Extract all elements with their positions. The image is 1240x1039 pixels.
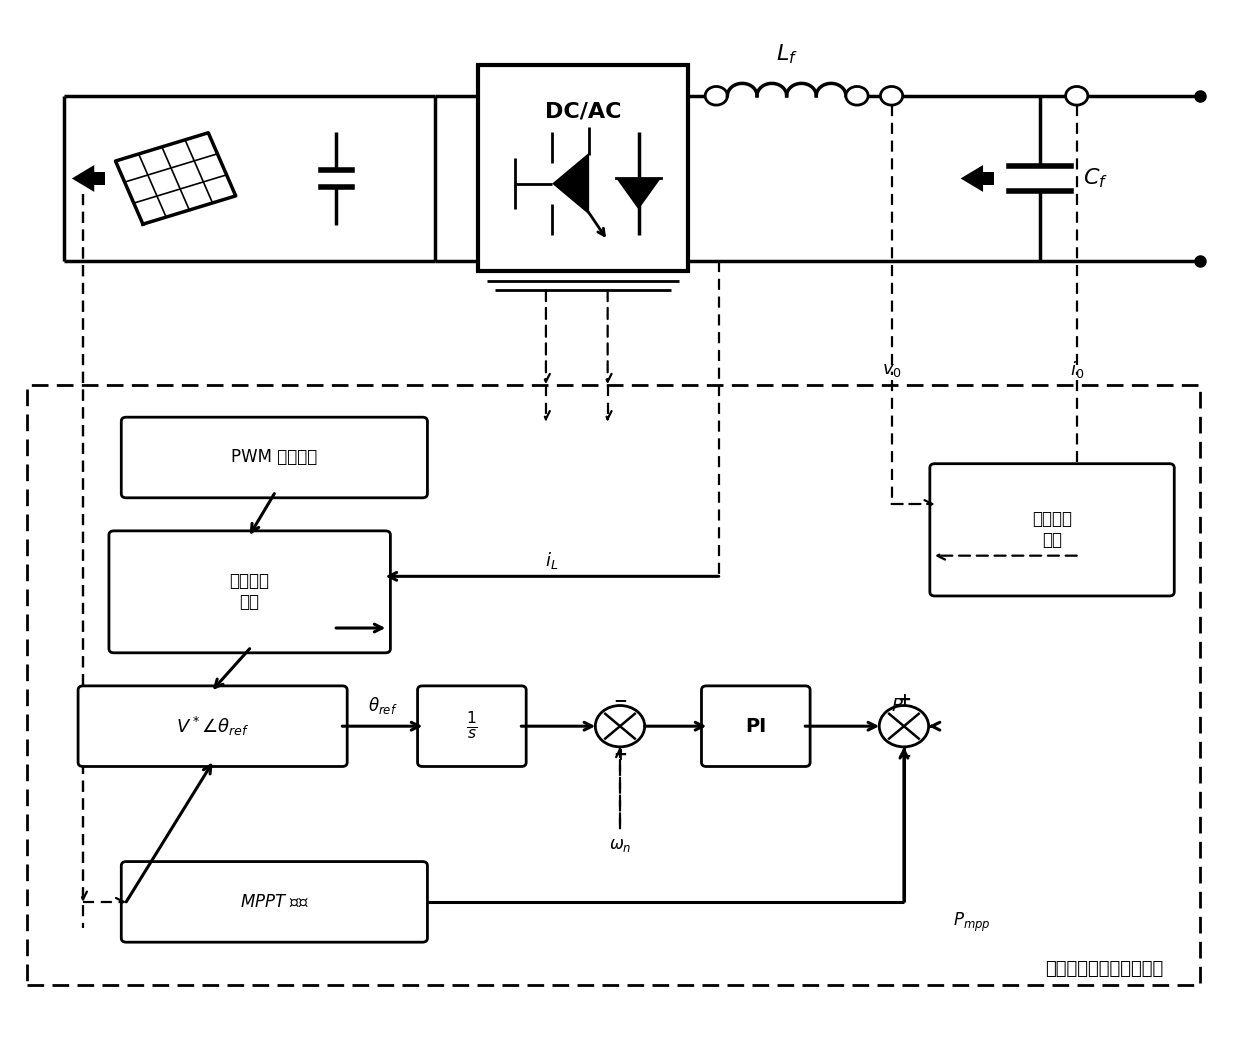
Bar <box>479 64 688 271</box>
Text: PI: PI <box>745 717 766 736</box>
Polygon shape <box>961 165 983 192</box>
Circle shape <box>595 705 645 747</box>
Polygon shape <box>983 171 994 185</box>
FancyBboxPatch shape <box>702 686 810 767</box>
Polygon shape <box>94 171 105 185</box>
Circle shape <box>880 86 903 105</box>
FancyBboxPatch shape <box>109 531 391 652</box>
Text: $P$: $P$ <box>892 696 904 715</box>
Circle shape <box>1065 86 1087 105</box>
Circle shape <box>846 86 868 105</box>
Circle shape <box>706 86 728 105</box>
FancyBboxPatch shape <box>418 686 526 767</box>
Text: +: + <box>613 746 627 764</box>
Text: −: − <box>613 691 627 710</box>
Text: $i_0$: $i_0$ <box>1070 359 1084 380</box>
Text: $i_L$: $i_L$ <box>546 551 559 571</box>
Text: 光伏模块分散式控制系统: 光伏模块分散式控制系统 <box>1045 960 1163 978</box>
FancyBboxPatch shape <box>122 861 428 942</box>
Text: $\theta_{ref}$: $\theta_{ref}$ <box>367 695 397 716</box>
Text: −: − <box>897 746 911 764</box>
Polygon shape <box>115 133 236 224</box>
Text: $V^*\angle\theta_{ref}$: $V^*\angle\theta_{ref}$ <box>176 715 249 738</box>
Polygon shape <box>616 179 661 210</box>
Text: $C_f$: $C_f$ <box>1083 166 1107 190</box>
Text: 功率计算
单元: 功率计算 单元 <box>1032 510 1073 550</box>
Polygon shape <box>72 165 94 192</box>
Text: PWM 调制单元: PWM 调制单元 <box>231 449 317 467</box>
FancyBboxPatch shape <box>78 686 347 767</box>
Text: $\frac{1}{s}$: $\frac{1}{s}$ <box>466 710 477 742</box>
Circle shape <box>879 705 929 747</box>
Text: $L_f$: $L_f$ <box>776 43 797 66</box>
Text: +: + <box>897 691 911 710</box>
FancyBboxPatch shape <box>122 418 428 498</box>
Polygon shape <box>552 153 589 215</box>
Text: $v_0$: $v_0$ <box>882 361 901 378</box>
Text: $MPPT$ 算法: $MPPT$ 算法 <box>239 893 309 911</box>
FancyBboxPatch shape <box>930 463 1174 596</box>
Text: DC/AC: DC/AC <box>544 101 621 122</box>
Text: $\omega_n$: $\omega_n$ <box>609 836 631 854</box>
Text: $P_{mpp}$: $P_{mpp}$ <box>954 911 991 934</box>
Text: 内环跟踪
单元: 内环跟踪 单元 <box>229 572 269 611</box>
